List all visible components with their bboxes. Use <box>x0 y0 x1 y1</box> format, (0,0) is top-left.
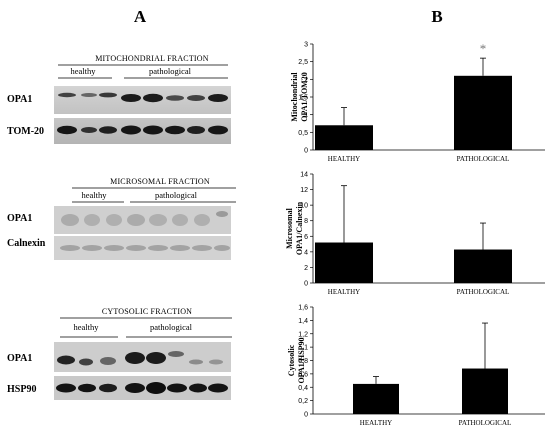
category-label: HEALTHY <box>328 155 360 163</box>
blot-bands <box>57 125 228 135</box>
y-tick-label: 2 <box>304 77 308 84</box>
group-label-healthy: healthy <box>70 66 96 76</box>
bar <box>315 242 373 283</box>
y-tick-label: 2 <box>304 265 308 272</box>
bar <box>315 125 373 150</box>
bar-chart: 0 0,2 0,4 0,6 0,8 1 1,2 1,4 1,6 HEALTHY PATHOLOGIC… <box>287 305 545 427</box>
y-tick-label: 14 <box>300 172 308 179</box>
y-tick-label: 3 <box>304 42 308 49</box>
y-tick-label: 1,5 <box>298 95 308 102</box>
blot-bands <box>57 351 223 366</box>
error-bar <box>480 222 486 250</box>
bar <box>454 249 512 283</box>
bar <box>462 368 508 414</box>
blot-bands <box>60 245 230 251</box>
mitochondrial-fraction: MITOCHONDRIAL FRACTION healthy pathologi… <box>7 54 231 144</box>
category-label: PATHOLOGICAL <box>459 419 512 427</box>
row-label: OPA1 <box>7 353 32 364</box>
row-label: HSP90 <box>7 384 36 395</box>
y-tick-label: 10 <box>300 203 308 210</box>
row-label: Calnexin <box>7 238 46 249</box>
fraction-title: MICROSOMAL FRACTION <box>110 177 210 186</box>
group-label-pathological: pathological <box>150 322 193 332</box>
blot-bands <box>61 211 228 226</box>
y-tick-label: 0 <box>304 281 308 288</box>
error-bar <box>373 376 379 384</box>
y-tick-label: 0,5 <box>298 130 308 137</box>
category-label: HEALTHY <box>328 288 360 296</box>
blot-strip <box>54 86 231 114</box>
y-tick-label: 0,6 <box>298 371 308 378</box>
y-axis-label: Microsomal <box>285 207 294 249</box>
category-label: PATHOLOGICAL <box>457 155 510 163</box>
bar <box>454 75 512 150</box>
error-bar <box>341 107 347 126</box>
y-tick-label: 0 <box>304 412 308 419</box>
panel-b-letter: B <box>431 7 442 26</box>
y-axis-label: OPA1/Calnexin <box>295 201 304 255</box>
cytosolic-fraction: CYTOSOLIC FRACTION healthy pathological … <box>7 307 232 400</box>
row-label: TOM-20 <box>7 126 44 137</box>
row-label: OPA1 <box>7 213 32 224</box>
group-label-healthy: healthy <box>73 322 99 332</box>
microsomal-fraction: MICROSOMAL FRACTION healthy pathological… <box>7 177 236 260</box>
bar-chart: 0 0,5 1 1,5 2 2,5 3 HEALTHY PATHOLOGICAL * Mitocho… <box>290 41 545 163</box>
blot-bands <box>58 92 228 103</box>
y-axis-label: OPA1/HSP90 <box>297 337 306 383</box>
group-label-healthy: healthy <box>81 190 107 200</box>
bar <box>353 383 399 414</box>
category-label: PATHOLOGICAL <box>457 288 510 296</box>
fraction-title: MITOCHONDRIAL FRACTION <box>95 54 209 63</box>
y-tick-label: 0 <box>304 148 308 155</box>
y-tick-label: 6 <box>304 234 308 241</box>
blot-bands <box>56 382 228 394</box>
panel-b-charts: 0 0,5 1 1,5 2 2,5 3 HEALTHY PATHOLOGICAL * Mitocho… <box>285 41 545 427</box>
y-tick-label: 0,8 <box>298 358 308 365</box>
y-tick-label: 1,6 <box>298 305 308 312</box>
y-tick-label: 1,4 <box>298 318 308 325</box>
y-axis-label: OPA1/TOM20 <box>300 72 309 121</box>
y-tick-label: 0,2 <box>298 398 308 405</box>
category-label: HEALTHY <box>360 419 392 427</box>
y-tick-label: 12 <box>300 187 308 194</box>
row-label: OPA1 <box>7 94 32 105</box>
significance-marker: * <box>480 41 487 56</box>
y-tick-label: 1 <box>304 345 308 352</box>
panel-a-letter: A <box>134 7 147 26</box>
y-tick-label: 1 <box>304 112 308 119</box>
blot-strip <box>54 206 231 234</box>
y-tick-label: 4 <box>304 249 308 256</box>
error-bar <box>480 57 486 76</box>
error-bar <box>482 322 488 369</box>
group-label-pathological: pathological <box>149 66 192 76</box>
y-tick-label: 2,5 <box>298 59 308 66</box>
bar-chart: 0 2 4 6 8 10 12 14 HEALTHY PATHOLOGICAL Microsomal… <box>285 172 545 296</box>
y-tick-label: 0,4 <box>298 385 308 392</box>
y-tick-label: 8 <box>304 218 308 225</box>
group-label-pathological: pathological <box>155 190 198 200</box>
y-tick-label: 1,2 <box>298 331 308 338</box>
y-axis-label: Mitochondrial <box>290 72 299 122</box>
blot-strip <box>54 236 231 260</box>
y-axis-label: Cytosolic <box>287 344 296 376</box>
error-bar <box>341 185 347 243</box>
fraction-title: CYTOSOLIC FRACTION <box>102 307 192 316</box>
